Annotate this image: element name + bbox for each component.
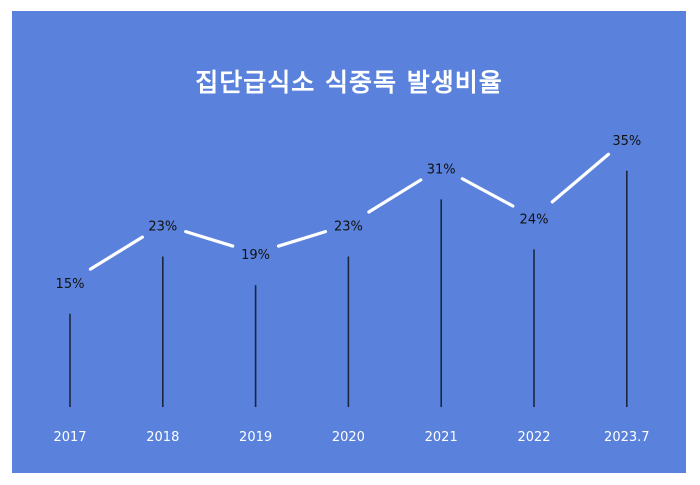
series-line-segment — [550, 152, 611, 204]
data-label: 35% — [612, 134, 641, 149]
data-label: 24% — [520, 212, 549, 227]
data-label: 15% — [56, 277, 85, 292]
data-label: 23% — [334, 220, 363, 235]
chart-panel: 집단급식소 식중독 발생비율 15% 23% 19% 23% 31% 24% 35% 2017… — [12, 11, 686, 473]
series-line-segment — [88, 235, 144, 271]
x-tick-label: 2023.7 — [604, 430, 650, 445]
chart-title: 집단급식소 식중독 발생비율 — [195, 68, 503, 97]
series-line-segment — [276, 230, 328, 248]
series-line-segment — [184, 230, 235, 248]
x-tick-label: 2017 — [53, 430, 86, 445]
series-line-segment — [460, 177, 515, 208]
line-chart: 15% 23% 19% 23% 31% 24% 35% 2017 2018 2019 2020 202… — [53, 134, 650, 445]
series-line-segment — [367, 178, 423, 214]
data-label: 31% — [427, 162, 456, 177]
data-label: 19% — [241, 248, 270, 263]
x-tick-label: 2020 — [332, 430, 365, 445]
x-tick-label: 2019 — [239, 430, 272, 445]
x-tick-label: 2022 — [517, 430, 550, 445]
x-tick-label: 2018 — [146, 430, 179, 445]
data-label: 23% — [148, 220, 177, 235]
x-tick-label: 2021 — [425, 430, 458, 445]
